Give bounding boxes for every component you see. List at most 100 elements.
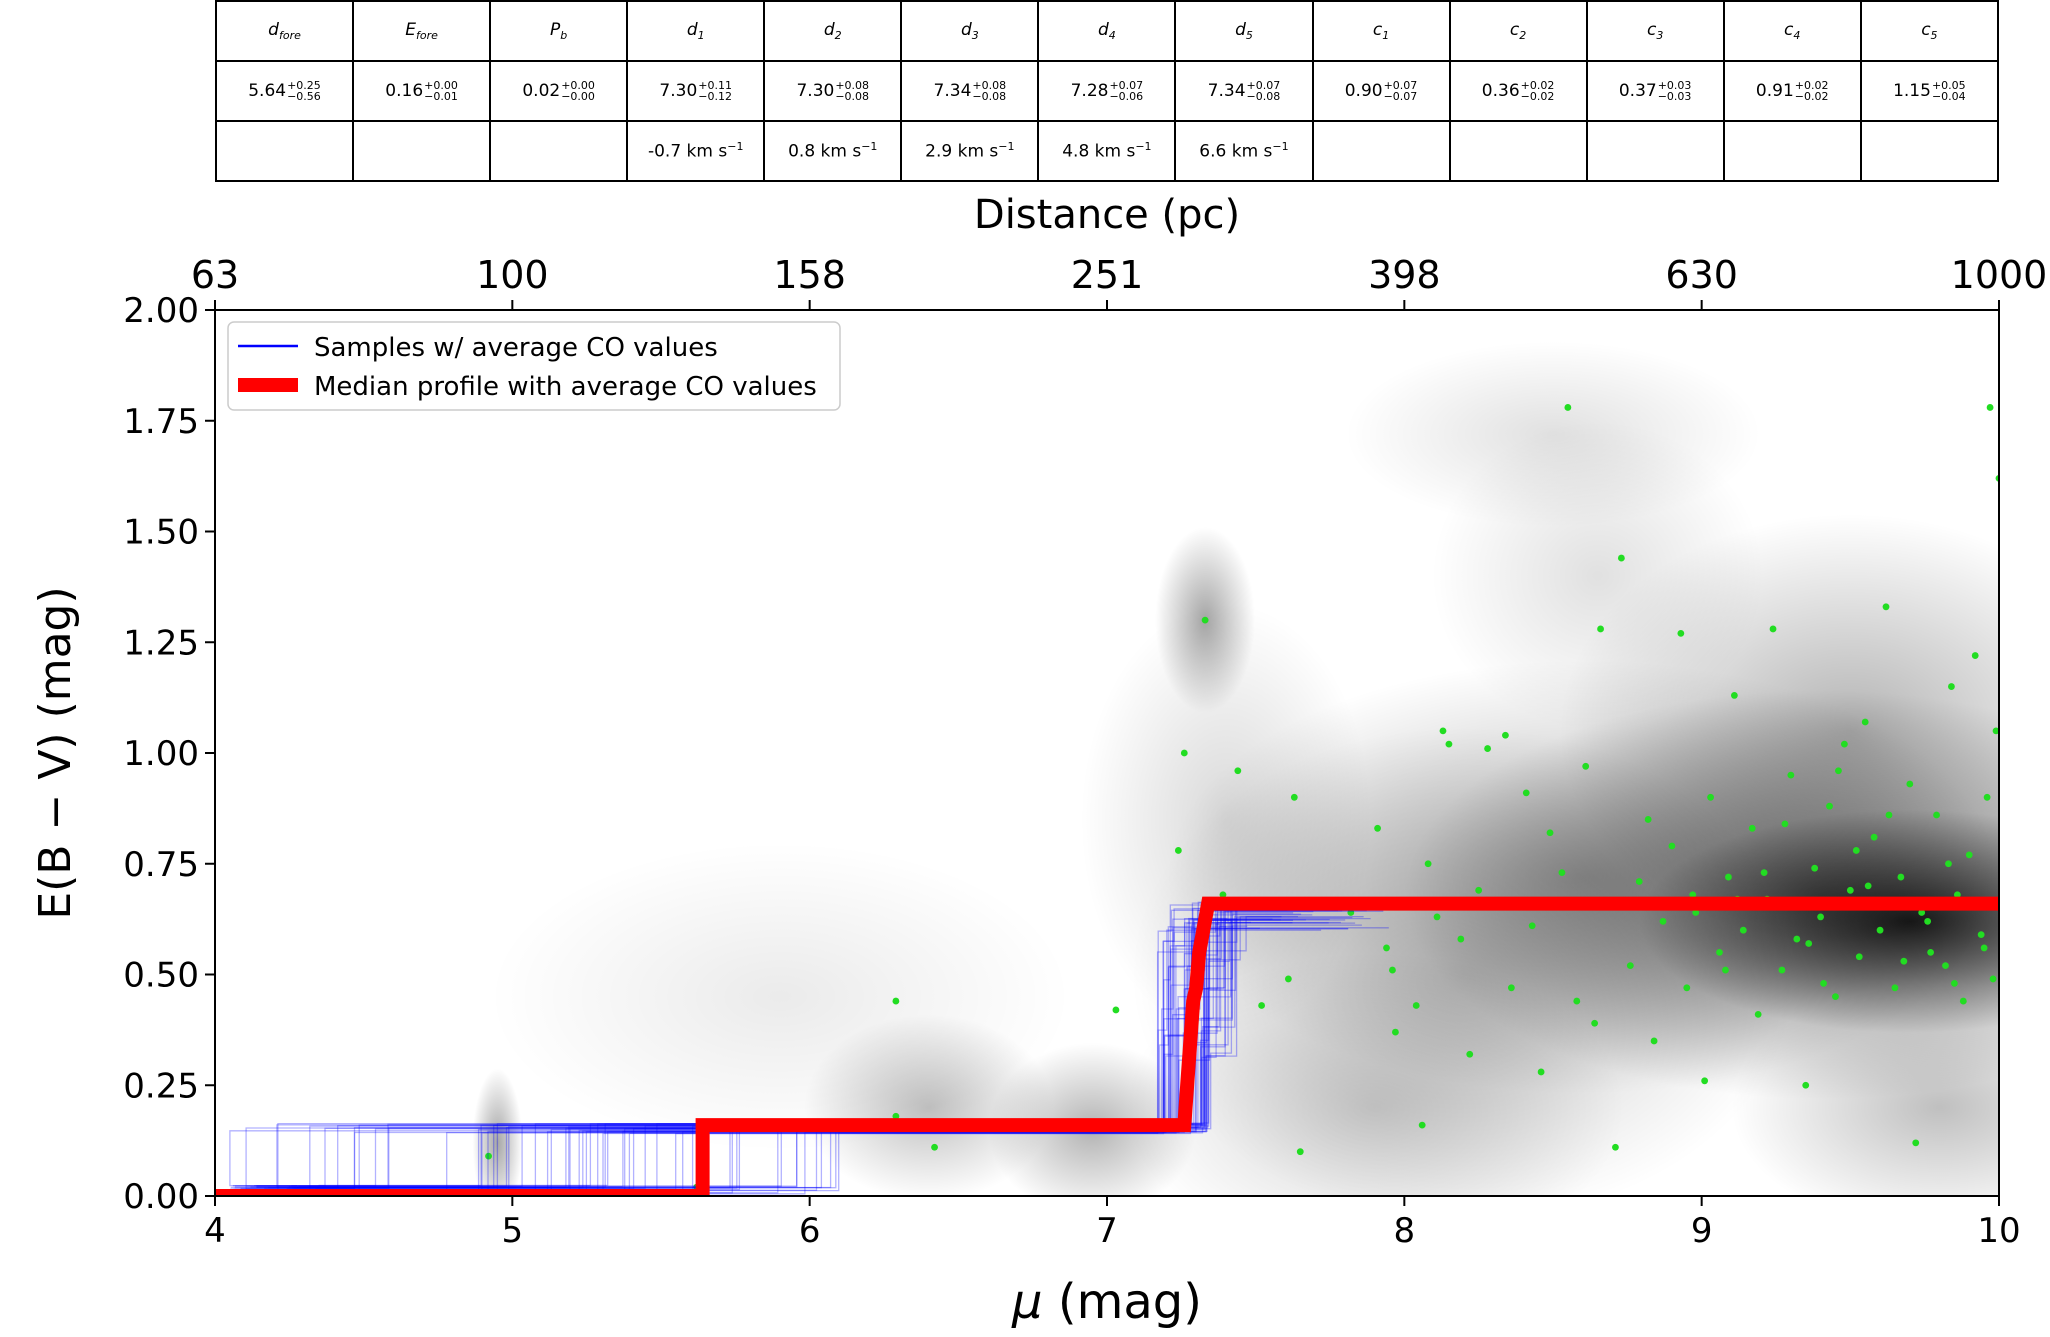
star-point xyxy=(485,1152,492,1160)
table-velocity-cell: 0.8 km s−1 xyxy=(763,120,903,182)
table-velocity-cell xyxy=(1859,120,2000,182)
param-median: 7.30 xyxy=(796,81,835,101)
table-velocity-cell xyxy=(1311,120,1451,182)
star-point xyxy=(1701,1077,1709,1085)
star-point xyxy=(1433,913,1441,921)
star-point xyxy=(1180,749,1188,757)
star-point xyxy=(1564,404,1572,411)
star-point xyxy=(1835,767,1842,775)
velocity-exponent: −1 xyxy=(1135,140,1152,154)
table-velocity-cell xyxy=(214,120,355,182)
star-point xyxy=(892,1112,900,1120)
param-symbol: E xyxy=(405,20,417,40)
star-point xyxy=(1820,979,1827,987)
star-point xyxy=(1389,966,1396,974)
star-point xyxy=(1945,860,1952,868)
table-value-cell: 0.36 +0.02 −0.02 xyxy=(1448,60,1588,122)
star-point xyxy=(1832,993,1839,1001)
star-point xyxy=(1882,603,1890,611)
star-point xyxy=(1392,1028,1399,1036)
sample-profile-line xyxy=(308,921,1341,1187)
param-error-minus: −0.07 xyxy=(1383,90,1418,103)
table-velocity-cell: 4.8 km s−1 xyxy=(1037,120,1177,182)
table-value-cell: 7.30 +0.11 −0.12 xyxy=(626,60,766,122)
star-point xyxy=(1754,1010,1762,1018)
star-point xyxy=(1689,891,1697,899)
x-axis-ticks: 4 5 6 7 8 9 10 xyxy=(204,1196,2021,1251)
parameter-table-grid: dfore Efore Pb d1 d2 d3 d4 d5 c1 c2 c3 c4 c5 5.64 +0.… xyxy=(214,0,2000,182)
sample-profile-line xyxy=(254,924,1225,1187)
table-value-cell: 0.02 +0.00 −0.00 xyxy=(489,60,629,122)
param-median: 1.15 xyxy=(1893,81,1931,101)
sample-profile-line xyxy=(281,923,1217,1191)
star-point xyxy=(1374,824,1381,832)
legend-box xyxy=(227,321,841,411)
table-velocity-cell xyxy=(352,120,492,182)
table-value-cell: 0.91 +0.02 −0.02 xyxy=(1722,60,1862,122)
param-median: 5.64 xyxy=(248,81,287,101)
param-error-minus: −0.03 xyxy=(1657,90,1692,103)
star-point xyxy=(1507,984,1515,992)
star-point xyxy=(1942,962,1949,970)
density-blob xyxy=(1344,341,1762,528)
velocity-value: -0.7 km s xyxy=(647,141,728,162)
velocity-exponent: −1 xyxy=(727,140,744,154)
table-value-cell: 1.15 +0.05 −0.04 xyxy=(1859,60,2000,122)
sample-profile-line xyxy=(232,909,1288,1187)
param-error-minus: −0.12 xyxy=(698,90,732,103)
top-tick-label: 398 xyxy=(1368,253,1441,297)
velocity-value: 2.9 km s xyxy=(925,141,999,162)
star-point xyxy=(1817,913,1824,921)
top-axis-ticks: 63 100 158 251 398 630 1000 xyxy=(191,253,2047,310)
param-subscript: 3 xyxy=(1656,29,1664,42)
star-point xyxy=(1284,975,1292,983)
param-subscript: fore xyxy=(416,29,438,42)
table-header-cell: d3 xyxy=(900,0,1040,62)
param-symbol: d xyxy=(268,20,279,40)
sample-profile-line xyxy=(230,919,1233,1190)
table-value-cell: 7.30 +0.08 −0.08 xyxy=(763,60,903,122)
star-point xyxy=(1983,793,1991,801)
star-point xyxy=(1805,940,1813,947)
top-tick-label: 158 xyxy=(773,253,846,297)
median-profile-line xyxy=(215,896,1999,1196)
star-point xyxy=(1219,891,1227,899)
param-error-minus: −0.08 xyxy=(1246,90,1281,103)
param-error-plus: +0.08 xyxy=(835,79,870,92)
star-point xyxy=(1573,997,1581,1005)
param-error-stack: +0.11 −0.12 xyxy=(698,80,732,102)
star-point xyxy=(1864,882,1872,890)
param-median: 7.30 xyxy=(659,81,698,101)
star-point xyxy=(1591,1019,1599,1027)
star-points xyxy=(485,404,1999,1191)
param-median: 0.02 xyxy=(522,81,561,101)
star-point xyxy=(1748,824,1756,832)
param-symbol: c xyxy=(1646,20,1657,40)
param-error-plus: +0.08 xyxy=(972,79,1007,92)
density-background xyxy=(472,341,1999,1196)
table-header-cell: d5 xyxy=(1174,0,1314,62)
star-point xyxy=(1258,1002,1266,1009)
star-point xyxy=(1924,917,1932,925)
star-point xyxy=(1971,652,1979,659)
star-point xyxy=(1811,864,1819,872)
parameter-velocity-row: -0.7 km s−1 0.8 km s−1 2.9 km s−1 4.8 km s−… xyxy=(214,120,2000,182)
param-error-minus: −0.08 xyxy=(972,90,1007,103)
param-error-plus: +0.25 xyxy=(287,79,321,92)
param-error-plus: +0.11 xyxy=(698,79,732,92)
density-blob xyxy=(472,1068,523,1196)
param-error-stack: +0.05 −0.04 xyxy=(1932,80,1966,102)
star-point xyxy=(1933,811,1940,819)
sample-profile-line xyxy=(287,900,1334,1191)
star-point xyxy=(1716,948,1723,956)
sample-profile-line xyxy=(316,922,1356,1189)
param-error-plus: +0.02 xyxy=(1520,79,1555,92)
table-velocity-cell: 6.6 km s−1 xyxy=(1174,120,1314,182)
table-header-cell: c5 xyxy=(1859,0,2000,62)
param-subscript: 2 xyxy=(834,29,842,42)
star-point xyxy=(1683,984,1691,992)
param-subscript: 4 xyxy=(1793,29,1801,42)
table-velocity-cell: -0.7 km s−1 xyxy=(626,120,766,182)
star-point xyxy=(1722,966,1729,974)
sample-profile-line xyxy=(257,902,1233,1193)
